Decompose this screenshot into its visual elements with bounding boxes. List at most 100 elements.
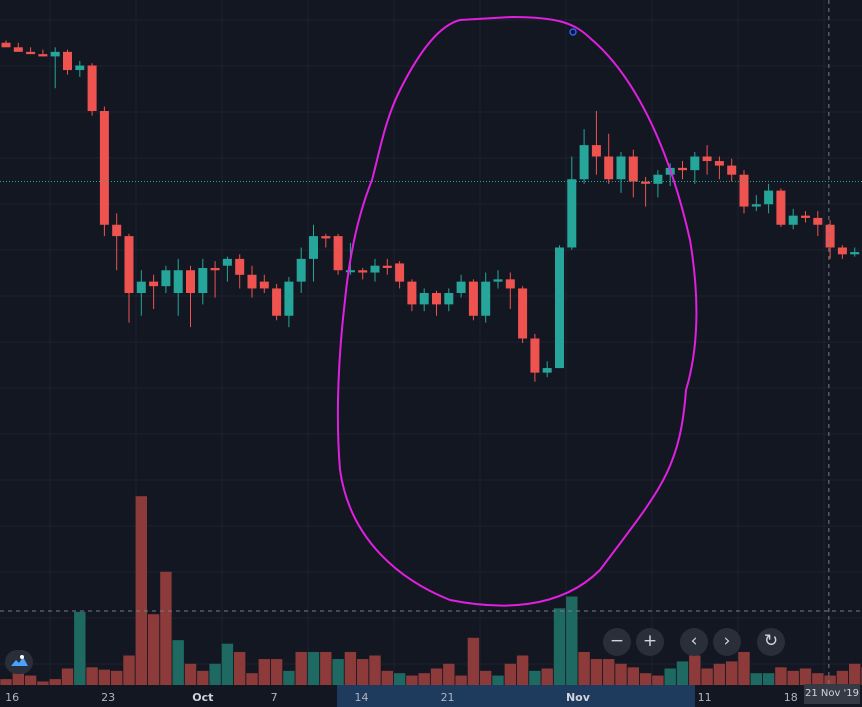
candle-body — [296, 258, 306, 282]
candle-body — [1, 42, 11, 48]
volume-bar — [775, 667, 787, 685]
volume-bar — [49, 679, 61, 685]
volume-bar — [566, 596, 578, 685]
volume-bar — [492, 675, 504, 685]
volume-bar — [480, 670, 492, 685]
volume-bar — [627, 667, 639, 685]
volume-bar — [381, 670, 393, 685]
candle-body — [284, 281, 294, 316]
freehand-annotation-circle[interactable] — [336, 15, 698, 607]
candle-body — [186, 270, 195, 293]
volume-bar — [123, 655, 135, 685]
candle-body — [727, 165, 737, 175]
volume-bar — [701, 668, 713, 685]
candle-body — [616, 156, 626, 180]
candle-body — [591, 145, 601, 157]
volume-bar — [332, 659, 344, 685]
candle-body — [222, 258, 232, 266]
volume-bar — [824, 675, 836, 685]
candle-body — [850, 252, 860, 255]
candle-body — [579, 145, 589, 180]
candle-body — [690, 156, 700, 171]
volume-bar — [344, 651, 357, 685]
candle-body — [198, 267, 208, 293]
candle-body — [555, 247, 564, 369]
volume-bar — [270, 659, 283, 685]
candle-body — [739, 174, 749, 207]
candle-body — [38, 54, 48, 57]
volume-bar — [652, 675, 664, 685]
volume-bar — [467, 637, 480, 685]
scroll-right-button[interactable]: › — [713, 628, 741, 656]
candle-body — [50, 51, 60, 57]
zoom-in-button[interactable]: + — [636, 628, 664, 656]
volume-bar — [541, 668, 553, 685]
scroll-left-button[interactable]: ‹ — [680, 628, 708, 656]
candle-body — [542, 368, 552, 373]
candle-body — [456, 281, 466, 293]
volume-bar — [738, 651, 750, 685]
volume-bar — [209, 663, 221, 685]
candle-body — [419, 293, 429, 305]
volume-bar — [664, 668, 676, 685]
candle-body — [382, 265, 392, 268]
volume-bar — [639, 673, 652, 685]
candle-body — [370, 265, 380, 273]
candle-body — [259, 281, 269, 289]
candle-body — [764, 190, 774, 205]
candle-body — [493, 279, 503, 282]
candle-body — [112, 224, 122, 237]
volume-bar — [553, 608, 566, 685]
volume-bar — [455, 675, 467, 685]
volume-bar — [283, 670, 295, 685]
candle-body — [825, 224, 835, 248]
candle-body — [321, 236, 331, 239]
logo-badge[interactable] — [5, 650, 33, 674]
volume-bar — [849, 663, 861, 685]
volume-bar — [246, 673, 258, 685]
candle-body — [628, 156, 638, 182]
volume-bar — [615, 663, 627, 685]
volume-bar — [418, 673, 430, 685]
volume-bar — [172, 640, 184, 685]
reset-chart-button[interactable]: ↻ — [757, 628, 785, 656]
candles — [1, 40, 860, 382]
candle-body — [641, 181, 651, 184]
candle-body — [358, 270, 368, 273]
candle-body — [444, 293, 454, 305]
volume-bar — [12, 673, 24, 685]
volume-bar — [234, 651, 246, 685]
volume-bar — [676, 661, 689, 685]
candle-body — [653, 174, 663, 184]
zoom-out-button[interactable]: − — [603, 628, 631, 656]
candle-body — [309, 236, 318, 259]
volume-bar — [590, 659, 603, 685]
volume-bar — [430, 668, 443, 685]
volume-bar — [529, 670, 541, 685]
candle-body — [345, 270, 355, 273]
annotation-handle[interactable] — [569, 28, 577, 36]
volume-bar — [98, 669, 111, 685]
x-tick-label: 21 — [441, 691, 455, 704]
candle-body — [776, 190, 786, 225]
volume-bar — [516, 655, 529, 685]
volume-bar — [713, 663, 726, 685]
volume-bar — [504, 663, 516, 685]
candle-body — [432, 293, 441, 305]
volume-bar — [750, 673, 762, 685]
volume-bar — [578, 651, 590, 685]
candle-body — [678, 167, 687, 171]
x-tick-label: 23 — [101, 691, 115, 704]
volume-bar — [221, 643, 234, 685]
volume-bar — [160, 571, 172, 685]
volume-bar — [295, 651, 307, 685]
candle-body — [13, 47, 23, 52]
volume-bar — [812, 673, 824, 685]
volume-bar — [320, 651, 332, 685]
candle-body — [604, 156, 614, 180]
candle-body — [788, 215, 798, 225]
x-tick-label: Nov — [566, 691, 591, 704]
candle-body — [210, 267, 220, 271]
candle-body — [161, 270, 171, 287]
